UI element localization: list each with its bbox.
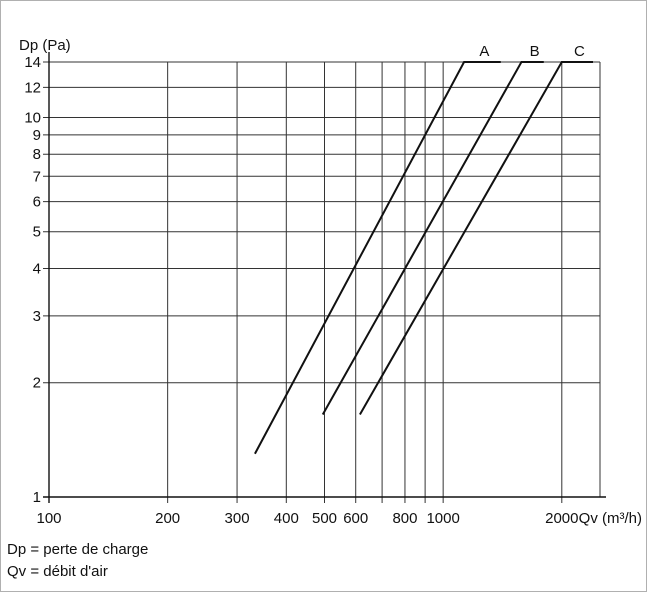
- x-tick-label-300: 300: [225, 510, 250, 527]
- y-axis-label: Dp (Pa): [19, 37, 71, 54]
- series-label-C: C: [574, 43, 585, 60]
- y-tick-label-7: 7: [33, 168, 41, 185]
- x-tick-label-800: 800: [392, 510, 417, 527]
- x-tick-label-500: 500: [312, 510, 337, 527]
- y-tick-label-14: 14: [24, 54, 41, 71]
- series-line-A: [254, 61, 501, 455]
- note-qv: Qv = débit d'air: [7, 563, 108, 580]
- x-axis-label: Qv (m³/h): [579, 510, 642, 527]
- y-tick-label-10: 10: [24, 109, 41, 126]
- series-line-C: [359, 61, 594, 415]
- y-tick-label-8: 8: [33, 146, 41, 163]
- series-line-B: [321, 61, 544, 415]
- y-tick-label-12: 12: [24, 79, 41, 96]
- y-tick-label-2: 2: [33, 375, 41, 392]
- y-tick-label-4: 4: [33, 260, 41, 277]
- y-tick-label-6: 6: [33, 194, 41, 211]
- x-tick-label-200: 200: [155, 510, 180, 527]
- series-label-B: B: [530, 43, 540, 60]
- series-label-A: A: [479, 43, 489, 60]
- y-tick-label-9: 9: [33, 127, 41, 144]
- x-tick-label-2000: 2000: [545, 510, 578, 527]
- x-tick-label-600: 600: [343, 510, 368, 527]
- x-tick-label-400: 400: [274, 510, 299, 527]
- y-tick-label-3: 3: [33, 308, 41, 325]
- note-dp: Dp = perte de charge: [7, 541, 149, 558]
- x-tick-label-100: 100: [36, 510, 61, 527]
- y-tick-label-5: 5: [33, 224, 41, 241]
- x-tick-label-1000: 1000: [426, 510, 459, 527]
- y-tick-label-1: 1: [33, 489, 41, 506]
